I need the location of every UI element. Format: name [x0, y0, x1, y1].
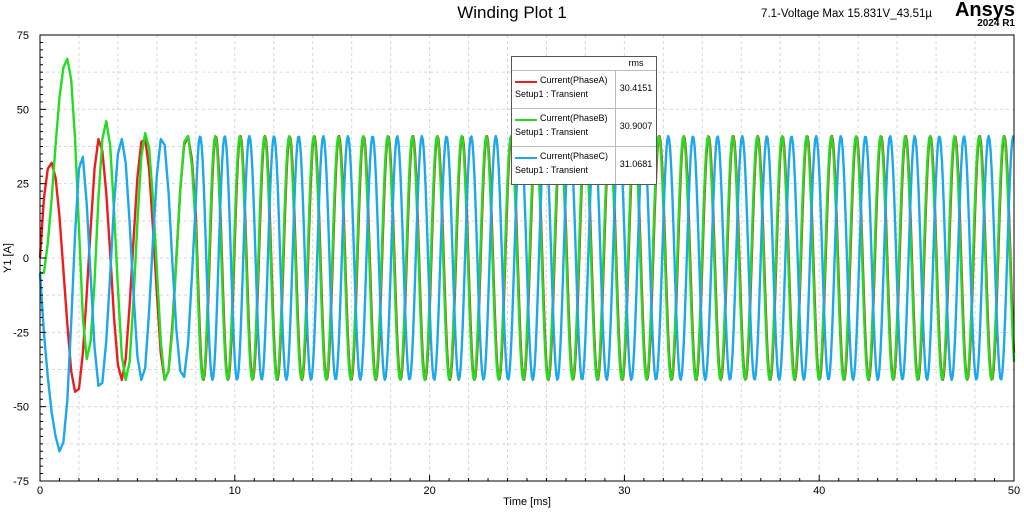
y-tick-label: 25	[17, 179, 29, 191]
x-tick-label: 40	[813, 485, 825, 497]
legend[interactable]: rms Current(PhaseA) Setup1 : Transient 3…	[511, 56, 657, 185]
x-tick-label: 30	[618, 485, 630, 497]
legend-divider	[615, 71, 616, 108]
legend-swatch-phase-a	[515, 81, 537, 83]
x-tick-label: 0	[37, 485, 43, 497]
legend-entry-phase-a[interactable]: Current(PhaseA) Setup1 : Transient 30.41…	[512, 71, 656, 109]
legend-setup-label: Setup1 : Transient	[515, 127, 589, 137]
legend-series-name: Current(PhaseB)	[540, 113, 608, 123]
legend-rms-value: 30.9007	[619, 121, 653, 131]
y-tick-label: -50	[13, 402, 29, 414]
series-line-current-phasec[interactable]	[38, 134, 1016, 453]
legend-swatch-phase-c	[515, 157, 537, 159]
legend-divider	[615, 109, 616, 146]
brand-logo: Ansys 2024 R1	[955, 0, 1015, 29]
legend-setup-label: Setup1 : Transient	[515, 89, 589, 99]
legend-column-header: rms	[628, 58, 644, 68]
y-tick-label: 75	[17, 30, 29, 42]
legend-entry-phase-c[interactable]: Current(PhaseC) Setup1 : Transient 31.06…	[512, 147, 656, 184]
legend-header: rms	[512, 57, 656, 71]
x-tick-labels: 0 10 20 30 40 50	[37, 485, 1020, 497]
chart-title: Winding Plot 1	[457, 3, 567, 22]
legend-divider	[615, 147, 616, 184]
legend-rms-value: 30.4151	[619, 83, 653, 93]
brand-version: 2024 R1	[977, 18, 1015, 29]
tick-marks	[39, 34, 1015, 482]
legend-swatch-phase-b	[515, 119, 537, 121]
legend-setup-label: Setup1 : Transient	[515, 165, 589, 175]
x-tick-label: 10	[229, 485, 241, 497]
x-tick-label: 20	[423, 485, 435, 497]
x-axis-label: Time [ms]	[503, 496, 551, 508]
legend-rms-value: 31.0681	[619, 159, 653, 169]
legend-series-name: Current(PhaseA)	[540, 75, 608, 85]
y-tick-labels: 75 50 25 0 -25 -50 -75	[13, 30, 29, 488]
brand-name: Ansys	[954, 0, 1015, 21]
legend-series-name: Current(PhaseC)	[540, 151, 609, 161]
y-tick-label: 0	[23, 253, 29, 265]
legend-entry-phase-b[interactable]: Current(PhaseB) Setup1 : Transient 30.90…	[512, 109, 656, 147]
y-tick-label: -75	[13, 476, 29, 488]
y-tick-label: 50	[17, 104, 29, 116]
y-tick-label: -25	[13, 327, 29, 339]
y-axis-label: Y1 [A]	[2, 243, 14, 273]
chart-subtitle: 7.1-Voltage Max 15.831V_43.51µ	[761, 8, 932, 20]
x-tick-label: 50	[1008, 485, 1020, 497]
